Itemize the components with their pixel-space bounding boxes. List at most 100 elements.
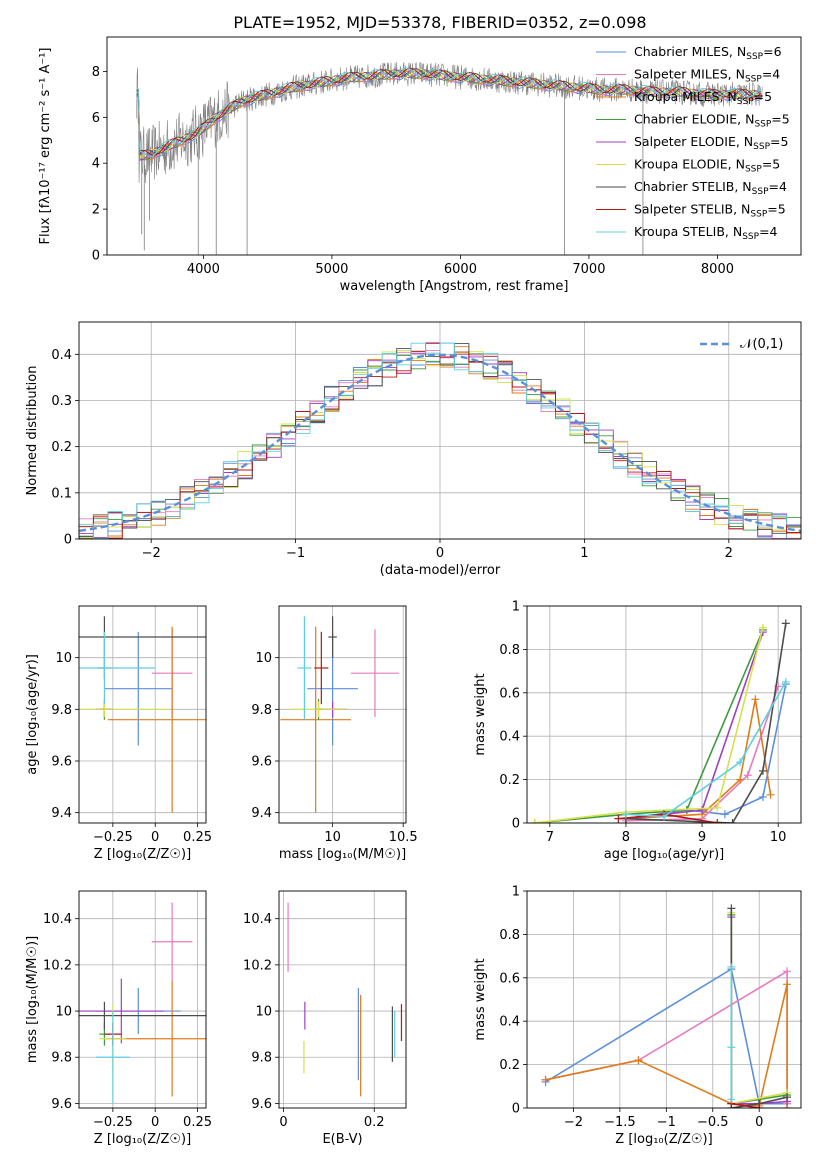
legend-subscript: SSP: [750, 210, 767, 220]
y-tick-label: 9.4: [251, 806, 272, 821]
plot-area: [79, 616, 206, 813]
weight-marker-kroupa-miles: [751, 695, 760, 704]
normal-curve: [79, 353, 801, 533]
axes-layer: 4000 5000 6000 7000 8000 0 2 4 6 8 wavelength [Ang…: [38, 36, 802, 294]
x-tick-label: −1: [657, 1115, 676, 1130]
mass-weight-vs-age-panel: 7 8 9 10 0 0.2 0.4 0.6 0.8 1 age [log₁₀(age/yr)] ma…: [473, 600, 802, 862]
weight-marker-chabrier-stelib: [781, 619, 790, 628]
y-tick-label: 0.2: [499, 1058, 520, 1073]
x-axis-label: mass [log₁₀(M/M☉)]: [279, 847, 406, 862]
legend-label-salpeter-stelib: Salpeter STELIB, NSSP=5: [634, 202, 786, 220]
plot-area: [280, 616, 399, 813]
x-tick-label: 8: [622, 830, 630, 845]
legend-subscript: SSP: [745, 75, 762, 85]
y-tick-label: 10.2: [243, 958, 272, 973]
x-tick-label: −2: [564, 1115, 583, 1130]
y-tick-label: 4: [92, 157, 100, 172]
weight-marker-kroupa-stelib: [621, 810, 630, 819]
legend-nssp-value: =4: [762, 67, 780, 82]
weight-marker-kroupa-stelib: [727, 1043, 736, 1052]
weight-marker-salpeter-stelib: [755, 1104, 764, 1108]
legend-nssp-value: =5: [770, 134, 788, 149]
figure-title: PLATE=1952, MJD=53378, FIBERID=0352, z=0…: [233, 13, 646, 32]
x-tick-label: 0.25: [183, 830, 212, 845]
y-tick-label: 0: [512, 1102, 520, 1117]
x-tick-label: 0: [755, 1115, 763, 1130]
legend-subscript: SSP: [754, 120, 771, 130]
weight-marker-kroupa-stelib: [781, 677, 790, 686]
legend-subscript: SSP: [753, 142, 770, 152]
axes-layer: 10 10.5 9.4 9.6 9.8 10 mass [log₁₀(M/M☉)]: [251, 605, 418, 862]
weight-marker-kroupa-stelib: [660, 812, 668, 821]
axes-frame: [106, 36, 802, 256]
x-axis-label: E(B-V): [322, 1132, 362, 1147]
axes-frame: [78, 890, 207, 1109]
model-spectrum-chabrier-stelib: [136, 68, 761, 156]
weight-marker-kroupa-elodie: [530, 819, 539, 823]
y-axis-label: Flux [fλ10⁻¹⁷ erg cm⁻² s⁻¹ A⁻¹]: [38, 48, 53, 245]
axes-layer: 7 8 9 10 0 0.2 0.4 0.6 0.8 1 age [log₁₀(age/yr)] ma…: [473, 600, 802, 862]
x-tick-label: −2: [142, 546, 161, 561]
y-tick-label: 0.2: [499, 773, 520, 788]
axes-layer: −2 −1.5 −1 −0.5 0 0 0.2 0.4 0.6 0.8 1 Z [log₁₀(Z/Z☉…: [473, 885, 802, 1147]
legend-label-normal: 𝒩(0,1): [740, 337, 783, 352]
mass-weight-vs-metallicity-panel: −2 −1.5 −1 −0.5 0 0 0.2 0.4 0.6 0.8 1 Z [log₁₀(Z/Z☉…: [473, 885, 802, 1147]
y-tick-label: 0.6: [499, 971, 520, 986]
mass-vs-ebv-panel: 0 0.2 9.6 9.8 10 10.2 10.4 E(B-V): [243, 890, 407, 1147]
legend-nssp-value: =5: [754, 89, 772, 104]
weight-marker-kroupa-miles: [783, 980, 792, 989]
weight-marker-chabrier-stelib: [783, 1093, 792, 1102]
plot-area: [79, 902, 206, 1104]
weight-marker-kroupa-stelib: [727, 962, 736, 971]
x-tick-label: 9: [698, 830, 706, 845]
x-axis-label: age [log₁₀(age/yr)]: [604, 847, 725, 862]
axes-frame: [78, 605, 207, 824]
y-tick-label: 9.4: [51, 806, 72, 821]
axes-frame: [278, 890, 407, 1109]
weight-marker-chabrier-miles: [720, 810, 729, 819]
y-tick-label: 0.4: [499, 1015, 520, 1030]
y-tick-label: 0.2: [51, 440, 72, 455]
x-tick-label: 0.25: [183, 1115, 212, 1130]
y-tick-label: 0: [512, 817, 520, 832]
y-axis-label: Normed distribution: [25, 366, 40, 496]
weight-marker-salpeter-miles: [783, 967, 792, 976]
legend-nssp-value: =5: [771, 112, 789, 127]
weight-line-kroupa-elodie: [534, 627, 764, 823]
legend-label-kroupa-elodie: Kroupa ELODIE, NSSP=5: [634, 157, 780, 175]
x-tick-label: 2: [725, 546, 733, 561]
x-tick-label: 1: [580, 546, 588, 561]
legend-nssp-value: =4: [769, 179, 787, 194]
legend-label-chabrier-miles: Chabrier MILES, NSSP=6: [634, 44, 782, 62]
weight-line-chabrier-miles: [545, 967, 788, 1105]
legend-nssp-value: =6: [763, 44, 781, 59]
axes-layer: −0.25 0 0.25 9.4 9.6 9.8 10 Z [log₁₀(Z/Z☉)] age …: [25, 605, 212, 862]
y-tick-label: 0.4: [499, 730, 520, 745]
x-tick-label: 10: [324, 830, 341, 845]
y-axis-label: mass weight: [473, 673, 488, 755]
x-tick-label: 10.5: [389, 830, 418, 845]
x-tick-label: 4000: [187, 262, 220, 277]
x-tick-label: −1.5: [604, 1115, 636, 1130]
y-tick-label: 2: [92, 203, 100, 218]
x-tick-label: 0: [436, 546, 444, 561]
y-tick-label: 8: [92, 65, 100, 80]
axes-layer: −0.25 0 0.25 9.6 9.8 10 10.2 10.4 Z [log₁₀(Z/Z☉)…: [25, 890, 212, 1147]
x-axis-label: (data-model)/error: [380, 563, 501, 578]
y-tick-label: 9.6: [251, 1097, 272, 1112]
y-tick-label: 0.8: [499, 643, 520, 658]
legend-label-salpeter-elodie: Salpeter ELODIE, NSSP=5: [634, 134, 788, 152]
mass-vs-metallicity-panel: −0.25 0 0.25 9.6 9.8 10 10.2 10.4 Z [log₁₀(Z/Z☉)…: [25, 890, 212, 1147]
y-tick-label: 10.4: [243, 912, 272, 927]
model-spectrum-kroupa-miles: [136, 70, 762, 160]
x-axis-label: Z [log₁₀(Z/Z☉)]: [615, 1132, 712, 1147]
weight-marker-kroupa-miles: [634, 1056, 643, 1065]
weight-line-chabrier-stelib: [625, 623, 787, 823]
legend-label-chabrier-stelib: Chabrier STELIB, NSSP=4: [634, 179, 787, 197]
x-tick-label: 8000: [701, 262, 734, 277]
legend-label-kroupa-stelib: Kroupa STELIB, NSSP=4: [634, 224, 778, 242]
spectrum-legend: Chabrier MILES, NSSP=6 Salpeter MILES, NS…: [596, 44, 790, 242]
y-tick-label: 9.6: [51, 755, 72, 770]
x-tick-label: 10: [770, 830, 787, 845]
axes-layer: 0 0.2 9.6 9.8 10 10.2 10.4 E(B-V): [243, 890, 407, 1147]
